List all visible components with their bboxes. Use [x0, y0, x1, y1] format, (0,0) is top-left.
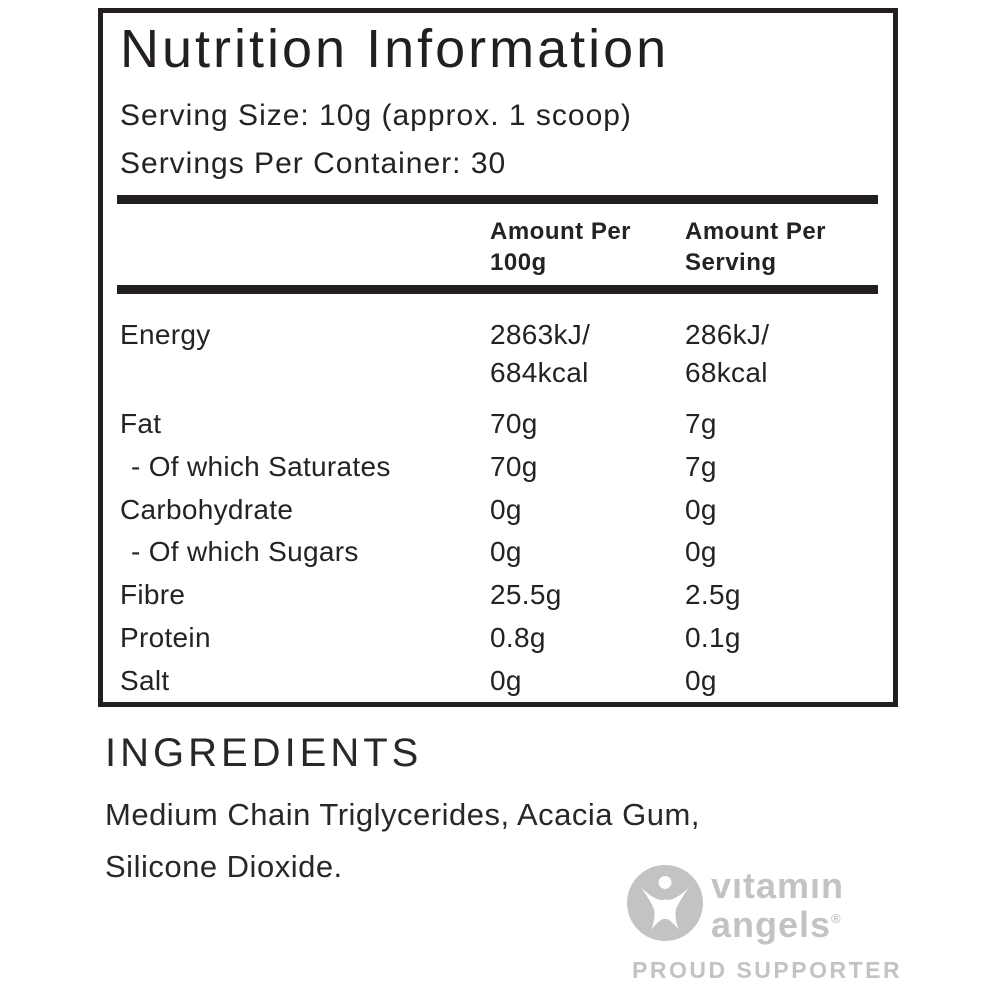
table-row: Protein 0.8g 0.1g: [120, 619, 880, 662]
table-row: Energy 2863kJ/ 684kcal 286kJ/ 68kcal: [120, 316, 880, 405]
row-value-per-serving: 0.1g: [685, 621, 741, 653]
row-value-per-100g: 0.8g: [490, 621, 546, 653]
wordmark-line2: angels: [711, 904, 832, 945]
row-label: Protein: [120, 621, 211, 653]
row-value-per-100g: 0g: [490, 664, 522, 696]
table-row: - Of which Saturates 70g 7g: [120, 448, 880, 491]
row-value-per-100g: 25.5g: [490, 579, 562, 611]
table-row: Carbohydrate 0g 0g: [120, 491, 880, 534]
row-label: Fat: [120, 408, 162, 439]
row-label: - Of which Saturates: [131, 450, 391, 482]
row-value-per-100g: 2863kJ/ 684kcal: [490, 319, 591, 388]
page-title: Nutrition Information: [120, 19, 670, 79]
column-header-per-100g: Amount Per 100g: [490, 218, 632, 276]
row-value-per-serving: 0g: [685, 536, 717, 568]
registered-trademark-symbol: ®: [831, 911, 841, 926]
row-label: - Of which Sugars: [131, 536, 359, 568]
vitamin-angels-angel-icon: [627, 865, 703, 941]
ingredients-heading: INGREDIENTS: [105, 731, 423, 775]
row-value-per-100g: 70g: [490, 408, 538, 439]
nutrition-table: Energy 2863kJ/ 684kcal 286kJ/ 68kcal Fat…: [120, 316, 880, 705]
row-label: Carbohydrate: [120, 493, 294, 525]
row-label: Salt: [120, 664, 170, 696]
table-header-rule: [117, 285, 878, 294]
row-value-per-serving: 286kJ/ 68kcal: [685, 319, 770, 388]
row-value-per-100g: 70g: [490, 450, 538, 482]
servings-per-container-text: Servings Per Container: 30: [120, 147, 507, 180]
row-value-per-100g: 0g: [490, 493, 522, 525]
row-label: Energy: [120, 319, 211, 350]
ingredients-text: Medium Chain Triglycerides, Acacia Gum, …: [105, 797, 700, 884]
table-row: Salt 0g 0g: [120, 662, 880, 705]
row-value-per-serving: 0g: [685, 493, 717, 525]
proud-supporter-tagline: PROUD SUPPORTER: [632, 957, 903, 983]
vitamin-angels-wordmark: vıtamın angels®: [711, 868, 844, 943]
row-value-per-100g: 0g: [490, 536, 522, 568]
wordmark-line1: vıtamın: [711, 865, 845, 906]
row-label: Fibre: [120, 579, 186, 611]
table-top-rule: [117, 195, 878, 204]
column-header-per-serving: Amount Per Serving: [685, 218, 827, 276]
row-value-per-serving: 7g: [685, 408, 717, 439]
serving-size-text: Serving Size: 10g (approx. 1 scoop): [120, 99, 632, 132]
table-row: - Of which Sugars 0g 0g: [120, 533, 880, 576]
table-row: Fibre 25.5g 2.5g: [120, 576, 880, 619]
row-value-per-serving: 7g: [685, 450, 717, 482]
nutrition-facts-box: Nutrition Information Serving Size: 10g …: [98, 8, 898, 707]
row-value-per-serving: 0g: [685, 664, 717, 696]
table-row: Fat 70g 7g: [120, 405, 880, 448]
row-value-per-serving: 2.5g: [685, 579, 741, 611]
